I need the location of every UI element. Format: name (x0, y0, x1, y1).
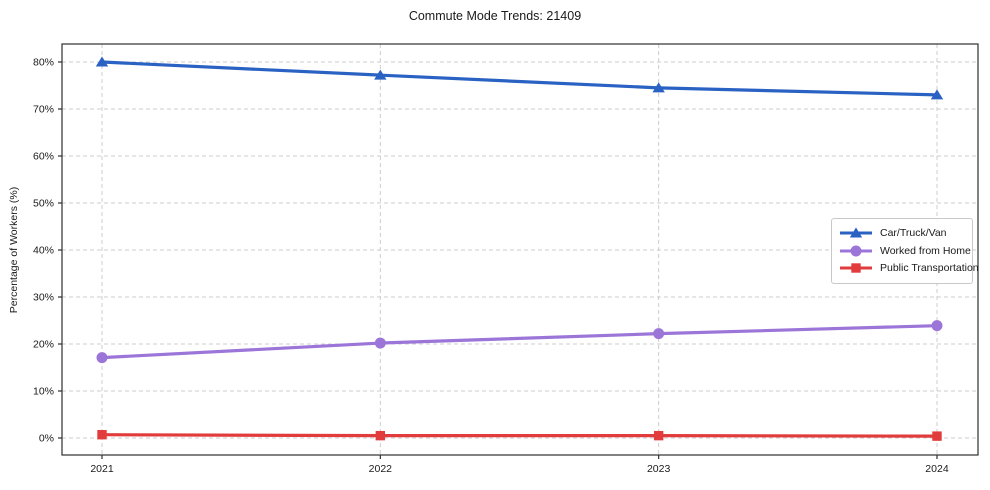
legend-sample-triangle-icon (840, 227, 872, 238)
legend: Car/Truck/Van Worked from Home Public Tran… (831, 218, 979, 284)
legend-item-public-transportation: Public Transportation (839, 260, 979, 277)
series-public-transportation (97, 430, 942, 441)
legend-sample-square-icon (840, 263, 872, 273)
series-line-worked-from-home (100, 324, 939, 360)
y-tick-label: 50% (33, 198, 54, 210)
series-worked-from-home (96, 320, 943, 364)
series-car-truck-van (95, 56, 944, 100)
y-tick-label: 60% (33, 151, 54, 163)
legend-item-car-truck-van: Car/Truck/Van (839, 225, 964, 242)
series-line-public-transportation (100, 433, 939, 438)
y-tick-label: 10% (33, 386, 54, 398)
x-tick-label: 2022 (369, 463, 393, 475)
legend-sample-circle-icon (840, 245, 872, 257)
tick-labels: 0% 10% 20% 30% 40% 50% 60% 70% 80% 2021 2022 2023 20… (33, 57, 949, 476)
y-tick-label: 30% (33, 292, 54, 304)
y-tick-label: 20% (33, 339, 54, 351)
y-tick-label: 70% (33, 104, 54, 116)
legend-item-worked-from-home: Worked from Home (839, 243, 971, 260)
x-tick-label: 2023 (647, 463, 671, 475)
gridlines (62, 44, 978, 455)
y-tick-label: 40% (33, 245, 54, 257)
x-tick-label: 2021 (90, 463, 114, 475)
x-tick-label: 2024 (925, 463, 949, 475)
series-line-car-truck-van (100, 60, 939, 97)
legend-label: Worked from Home (880, 244, 971, 257)
y-tick-label: 0% (39, 433, 54, 445)
tick-marks (58, 61, 938, 459)
chart-title: Commute Mode Trends: 21409 (408, 9, 582, 23)
y-tick-label: 80% (33, 57, 54, 69)
legend-label: Car/Truck/Van (880, 227, 947, 240)
legend-label: Public Transportation (880, 262, 979, 275)
